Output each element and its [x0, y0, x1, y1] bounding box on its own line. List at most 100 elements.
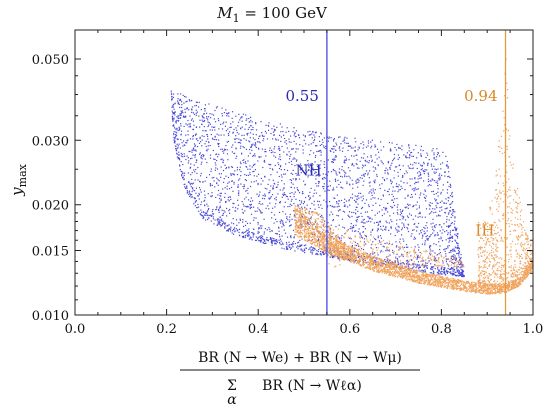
nh-point — [333, 138, 336, 140]
nh-point — [303, 180, 305, 182]
nh-point — [412, 218, 414, 220]
nh-point — [238, 169, 241, 171]
nh-point — [362, 141, 364, 143]
nh-point — [208, 217, 210, 219]
nh-point — [374, 197, 376, 199]
nh-point — [265, 132, 267, 134]
nh-point — [208, 214, 210, 217]
ih-point — [408, 278, 410, 280]
nh-point — [388, 193, 390, 196]
nh-point — [188, 181, 190, 183]
nh-point — [188, 150, 190, 152]
nh-point — [278, 134, 281, 136]
nh-point — [282, 210, 284, 213]
nh-point — [425, 265, 427, 267]
ih-point — [515, 286, 517, 288]
nh-point — [311, 251, 313, 254]
nh-point — [184, 111, 186, 113]
nh-point — [376, 230, 378, 232]
ih-point — [400, 268, 402, 271]
nh-point — [391, 207, 393, 209]
nh-point — [442, 184, 444, 186]
nh-point — [459, 272, 461, 275]
ih-point — [343, 249, 345, 251]
nh-point — [196, 145, 199, 148]
nh-point — [286, 247, 288, 249]
ih-point — [464, 285, 466, 288]
nh-point — [178, 115, 180, 117]
ih-point — [487, 293, 489, 295]
nh-point — [195, 150, 197, 152]
nh-point — [267, 239, 269, 242]
nh-point — [380, 237, 383, 239]
nh-point — [404, 197, 406, 199]
nh-point — [418, 256, 420, 258]
nh-point — [398, 230, 400, 232]
nh-point — [315, 154, 317, 157]
nh-point — [224, 164, 226, 166]
ih-point — [473, 284, 475, 286]
nh-point — [420, 192, 422, 194]
nh-point — [448, 175, 450, 177]
nh-point — [204, 143, 206, 145]
ih-point — [393, 272, 395, 275]
ih-point — [432, 279, 434, 281]
ih-point — [349, 250, 351, 252]
ih-point — [445, 277, 447, 279]
ih-point — [417, 274, 419, 276]
nh-point — [426, 239, 428, 241]
nh-point — [338, 257, 340, 259]
nh-point — [215, 153, 218, 155]
nh-point — [179, 164, 181, 166]
nh-point — [293, 187, 296, 189]
nh-point — [269, 202, 271, 204]
nh-point — [242, 203, 244, 205]
nh-point — [411, 233, 413, 235]
nh-point — [172, 111, 174, 114]
nh-point — [434, 208, 436, 210]
nh-point — [279, 220, 281, 223]
nh-point — [269, 237, 272, 239]
ih-point — [306, 216, 308, 218]
ih-point — [365, 254, 368, 257]
nh-point — [259, 142, 261, 144]
nh-point — [228, 167, 230, 169]
nh-point — [415, 251, 417, 254]
nh-point — [282, 194, 285, 197]
nh-point — [345, 172, 347, 174]
ih-point — [338, 252, 340, 254]
nh-point — [425, 236, 427, 238]
nh-point — [174, 111, 176, 113]
ih-point — [396, 270, 398, 272]
nh-point — [233, 138, 236, 140]
nh-point — [429, 246, 431, 248]
nh-point — [399, 188, 401, 191]
nh-point — [304, 135, 306, 137]
ih-point — [483, 284, 485, 286]
nh-point — [376, 148, 379, 150]
nh-point — [309, 134, 311, 136]
ih-point — [434, 278, 436, 280]
nh-point — [273, 134, 275, 136]
nh-point — [377, 198, 379, 200]
ih-point — [409, 270, 412, 272]
nh-point — [426, 267, 428, 269]
nh-point — [235, 148, 237, 150]
nh-point — [356, 154, 358, 156]
nh-point — [205, 214, 207, 216]
nh-point — [389, 168, 391, 170]
ih-point — [456, 288, 459, 290]
nh-point — [297, 245, 299, 247]
ih-point — [432, 284, 434, 286]
nh-point — [401, 149, 403, 151]
nh-point — [358, 167, 360, 169]
nh-point — [434, 259, 436, 261]
ih-point — [475, 283, 477, 285]
nh-point — [247, 187, 249, 190]
nh-point — [217, 189, 220, 192]
nh-point — [389, 254, 391, 256]
ih-point — [299, 230, 302, 232]
ih-point — [451, 280, 454, 283]
nh-point — [248, 117, 250, 120]
nh-point — [415, 181, 417, 184]
